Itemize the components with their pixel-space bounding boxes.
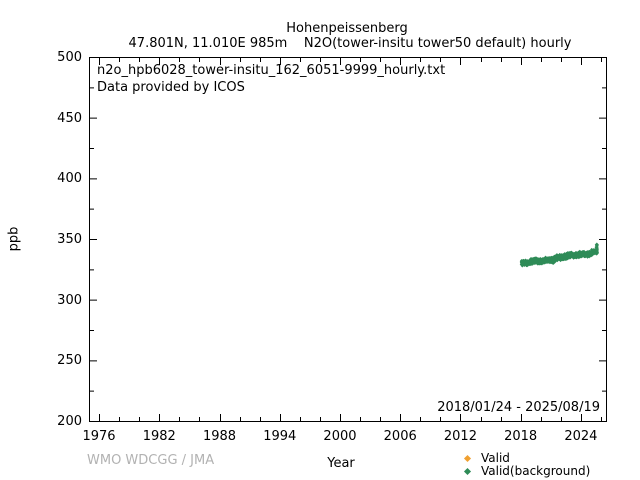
y-tick-250: 250: [57, 353, 82, 369]
legend-label-valid: Valid: [481, 451, 510, 465]
page-subtitle: 47.801N, 11.010E 985m N2O(tower-insitu t…: [128, 36, 572, 51]
y-tick-300: 300: [57, 292, 82, 308]
x-axis-label: Year: [327, 456, 355, 471]
x-tick-2018: 2018: [504, 429, 538, 444]
legend-label-valid-background: Valid(background): [481, 464, 591, 478]
y-axis-label: ppb: [6, 226, 22, 252]
x-tick-1982: 1982: [142, 429, 176, 444]
x-tick-1976: 1976: [82, 429, 116, 444]
data-file-annotation: n2o_hpb6028_tower-insitu_162_6051-9999_h…: [97, 63, 446, 78]
page-title: Hohenpeissenberg: [286, 21, 408, 36]
x-tick-2000: 2000: [323, 429, 357, 444]
y-tick-500: 500: [57, 50, 82, 65]
observed-date-range: 2018/01/24 - 2025/08/19: [437, 400, 600, 415]
y-tick-400: 400: [57, 171, 82, 187]
footer-credit: WMO WDCGG / JMA: [87, 453, 215, 468]
x-tick-2012: 2012: [443, 429, 477, 444]
x-tick-2006: 2006: [383, 429, 417, 444]
x-tick-1994: 1994: [263, 429, 297, 444]
y-tick-350: 350: [57, 232, 82, 247]
data-provider-annotation: Data provided by ICOS: [97, 80, 245, 95]
y-tick-450: 450: [57, 110, 82, 126]
y-tick-200: 200: [57, 414, 82, 429]
x-tick-2024: 2024: [564, 429, 598, 444]
x-tick-1988: 1988: [202, 429, 237, 444]
